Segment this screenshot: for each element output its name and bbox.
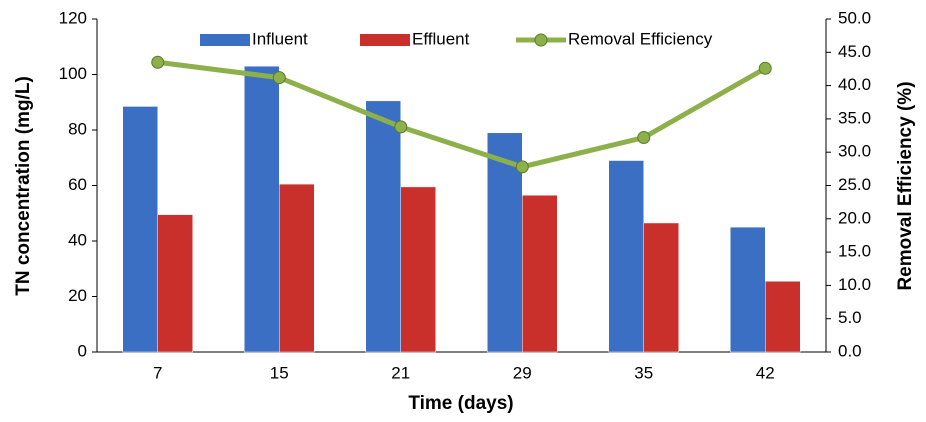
y2-tick-label: 35.0 — [838, 108, 871, 127]
x-axis-title: Time (days) — [408, 393, 513, 414]
bar — [157, 214, 193, 353]
y-tick-label: 20 — [68, 286, 87, 305]
legend-label: Influent — [252, 29, 308, 48]
bar — [643, 222, 679, 353]
y2-axis-title: Removal Efficiency (%) — [895, 81, 916, 290]
y-tick-label: 120 — [59, 8, 87, 27]
legend-label: Effluent — [412, 29, 470, 48]
bar — [522, 194, 558, 353]
bar — [730, 226, 766, 353]
x-tick-label: 42 — [756, 363, 775, 382]
y-tick-label: 0 — [78, 341, 87, 360]
bar — [122, 106, 158, 353]
legend-swatch — [200, 34, 250, 46]
bar — [244, 65, 280, 353]
y2-tick-label: 5.0 — [838, 308, 862, 327]
x-tick-label: 35 — [634, 363, 653, 382]
bar — [608, 160, 644, 353]
legend-marker — [534, 33, 548, 47]
legend-label: Removal Efficiency — [568, 29, 713, 48]
marker — [394, 120, 408, 134]
y2-tick-label: 20.0 — [838, 208, 871, 227]
bar — [279, 183, 315, 353]
y2-tick-label: 45.0 — [838, 42, 871, 61]
line — [157, 59, 767, 170]
y2-tick-label: 0.0 — [838, 341, 862, 360]
bar — [765, 280, 801, 353]
y2-tick-label: 25.0 — [838, 175, 871, 194]
y-tick-label: 40 — [68, 230, 87, 249]
y2-tick-label: 40.0 — [838, 75, 871, 94]
marker — [151, 55, 165, 69]
x-tick-label: 7 — [153, 363, 162, 382]
y2-tick-label: 30.0 — [838, 142, 871, 161]
y-tick-label: 80 — [68, 119, 87, 138]
legend-swatch — [360, 34, 410, 46]
marker — [637, 131, 651, 145]
bar — [365, 100, 401, 353]
marker — [758, 61, 772, 75]
x-tick-label: 29 — [513, 363, 532, 382]
marker — [515, 160, 529, 174]
y-tick-label: 60 — [68, 175, 87, 194]
marker — [272, 71, 286, 85]
y2-tick-label: 10.0 — [838, 275, 871, 294]
y2-tick-label: 50.0 — [838, 8, 871, 27]
bar — [400, 186, 436, 353]
y-tick-label: 100 — [59, 64, 87, 83]
x-tick-label: 21 — [391, 363, 410, 382]
y-axis-title: TN concentration (mg/L) — [13, 76, 34, 296]
x-tick-label: 15 — [270, 363, 289, 382]
y2-tick-label: 15.0 — [838, 242, 871, 261]
